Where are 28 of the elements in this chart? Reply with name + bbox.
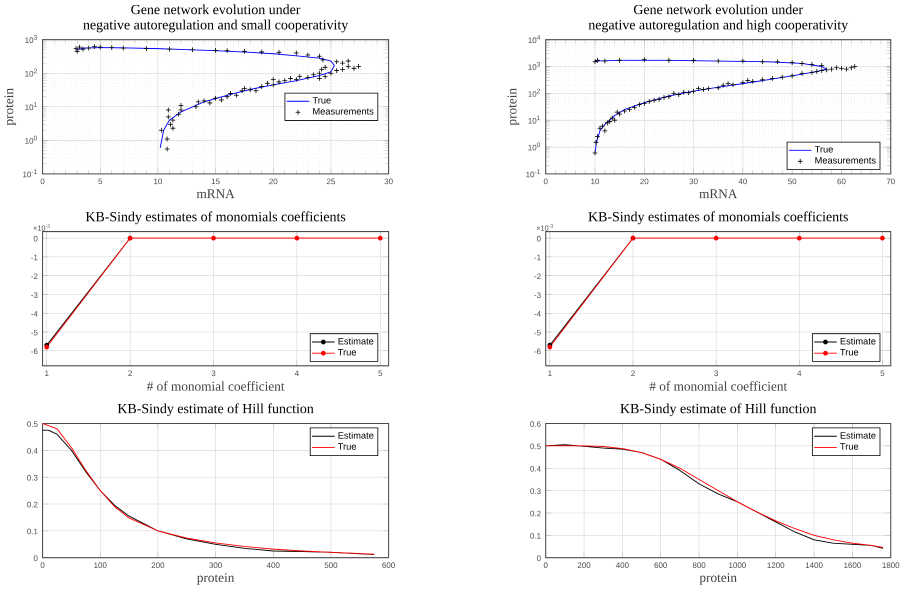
chart-title: KB-Sindy estimate of Hill function [118,404,314,416]
legend-label: True [312,97,331,104]
legend-label: Estimate [338,338,374,345]
legend-label: True [338,443,356,450]
legend-label: Measurements [313,108,374,115]
x-axis-title: # of monomial coefficient [650,381,788,391]
legend-label: Estimate [338,432,374,439]
chart-subtitle: negative autoregulation and small cooperativity [83,20,348,33]
legend-label: True [840,349,858,356]
x-axis-title: # of monomial coefficient [146,381,284,391]
legend-label: Measurements [815,157,876,164]
y-axis-title: protein [4,88,16,126]
x-axis-title: protein [700,573,737,586]
x-axis-title: mRNA [196,190,235,198]
x-axis-title: protein [197,573,234,586]
legend-label: True [840,443,858,450]
chart-title: KB-Sindy estimates of monomials coefficients [86,212,346,224]
legend-label: Estimate [840,338,876,345]
chart-title: Gene network evolution under [634,4,803,14]
x-axis-title: mRNA [699,190,738,198]
legend-label: True [814,146,833,153]
legend-label: True [338,349,356,356]
chart-subtitle: negative autoregulation and high cooperativity [588,20,848,33]
chart-title: KB-Sindy estimates of monomials coefficients [588,212,848,224]
chart-title: KB-Sindy estimate of Hill function [620,404,816,416]
legend-label: Estimate [840,432,876,439]
chart-title: Gene network evolution under [131,4,300,14]
y-axis-title: protein [508,88,520,126]
